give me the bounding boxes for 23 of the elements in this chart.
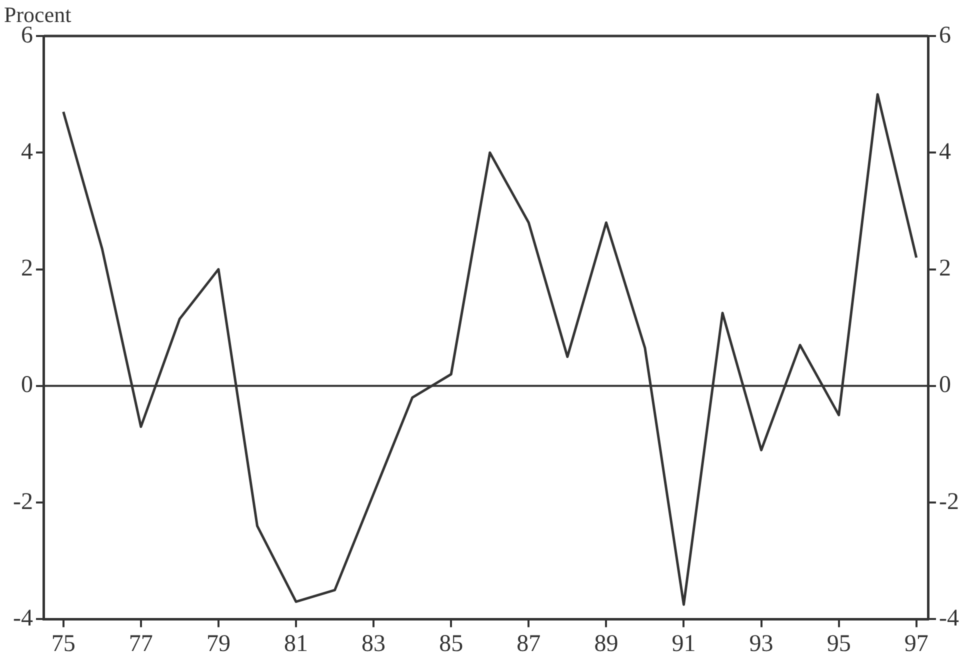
y2-tick-label: 4 <box>939 138 952 165</box>
x-tick-label: 83 <box>362 630 386 657</box>
x-tick-label: 79 <box>206 630 230 657</box>
x-tick-label: 97 <box>904 630 928 657</box>
x-tick-label: 93 <box>749 630 774 657</box>
y2-tick-label: 6 <box>939 22 952 48</box>
x-tick-label: 81 <box>284 630 308 657</box>
x-tick-label: 87 <box>516 630 541 657</box>
y-tick-label: 0 <box>20 372 33 398</box>
y2-tick-label: -2 <box>939 488 960 515</box>
y-tick-label: 2 <box>20 256 33 282</box>
x-tick-label: 89 <box>594 630 618 657</box>
x-tick-label: 91 <box>672 630 696 657</box>
x-tick-label: 75 <box>51 630 76 657</box>
x-tick-label: 85 <box>439 630 464 657</box>
x-tick-label: 95 <box>826 630 851 657</box>
x-tick-label: 77 <box>128 630 153 657</box>
y2-tick-label: 0 <box>939 372 952 398</box>
y2-tick-label: -4 <box>939 605 960 632</box>
y-tick-label: -2 <box>12 488 33 515</box>
y-tick-label: 4 <box>20 138 33 165</box>
y-tick-label: -4 <box>12 605 33 632</box>
y2-tick-label: 2 <box>939 256 952 282</box>
